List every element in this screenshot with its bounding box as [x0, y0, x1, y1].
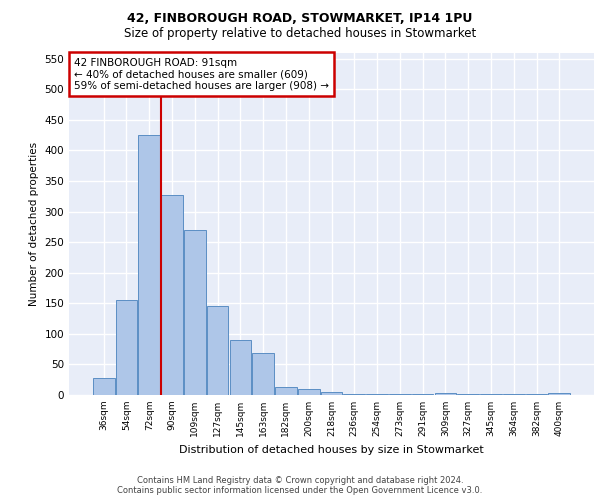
Bar [548, 393, 570, 395]
Text: 42, FINBOROUGH ROAD, STOWMARKET, IP14 1PU: 42, FINBOROUGH ROAD, STOWMARKET, IP14 1P… [127, 12, 473, 26]
Bar [526, 394, 547, 395]
Bar [230, 340, 251, 395]
Bar [275, 387, 297, 395]
Bar [503, 394, 524, 395]
Bar [480, 394, 502, 395]
Bar [139, 135, 160, 395]
Text: Size of property relative to detached houses in Stowmarket: Size of property relative to detached ho… [124, 28, 476, 40]
Bar [412, 394, 433, 395]
Bar [366, 394, 388, 395]
Bar [298, 389, 320, 395]
Bar [320, 392, 343, 395]
Bar [184, 230, 206, 395]
Bar [93, 378, 115, 395]
Bar [116, 300, 137, 395]
Bar [343, 394, 365, 395]
Bar [434, 392, 456, 395]
Bar [207, 306, 229, 395]
Bar [389, 394, 410, 395]
X-axis label: Distribution of detached houses by size in Stowmarket: Distribution of detached houses by size … [179, 444, 484, 454]
Y-axis label: Number of detached properties: Number of detached properties [29, 142, 39, 306]
Bar [253, 354, 274, 395]
Text: Contains HM Land Registry data © Crown copyright and database right 2024.
Contai: Contains HM Land Registry data © Crown c… [118, 476, 482, 495]
Bar [457, 394, 479, 395]
Bar [161, 195, 183, 395]
Text: 42 FINBOROUGH ROAD: 91sqm
← 40% of detached houses are smaller (609)
59% of semi: 42 FINBOROUGH ROAD: 91sqm ← 40% of detac… [74, 58, 329, 91]
